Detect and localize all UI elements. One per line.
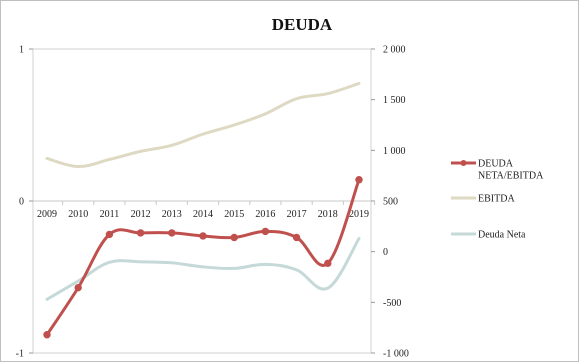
- right-axis-tick-label: 0: [383, 247, 388, 258]
- right-axis-tick-label: -500: [383, 298, 401, 309]
- legend-label-deuda-neta: Deuda Neta: [478, 230, 526, 241]
- category-axis-label: 2009: [37, 209, 57, 220]
- data-point-deuda-neta-ebitda: [74, 283, 82, 292]
- category-axis-label: 2019: [349, 209, 369, 220]
- right-axis-tick-label: 1 000: [383, 146, 406, 157]
- data-point-deuda-neta-ebitda: [355, 176, 363, 184]
- left-axis-tick-label: 0: [19, 197, 24, 208]
- category-axis-label: 2018: [318, 209, 338, 220]
- left-axis-tick-label: -1: [16, 349, 24, 360]
- legend-label-ebitda: EBITDA: [478, 194, 515, 205]
- data-point-deuda-neta-ebitda: [43, 331, 51, 339]
- data-point-deuda-neta-ebitda: [168, 229, 176, 237]
- series-line-ebitda: [45, 81, 361, 169]
- data-point-deuda-neta-ebitda: [292, 233, 301, 242]
- category-axis-label: 2017: [287, 209, 307, 220]
- data-point-deuda-neta-ebitda: [324, 259, 332, 268]
- category-axis-label: 2012: [131, 209, 151, 220]
- legend-label-deuda-neta-ebitda: NETA/EBITDA: [478, 171, 544, 182]
- data-point-deuda-neta-ebitda: [199, 232, 207, 240]
- category-axis-label: 2013: [162, 209, 182, 220]
- legend-label-deuda-neta-ebitda: DEUDA: [478, 159, 514, 170]
- data-point-deuda-neta-ebitda: [105, 230, 114, 239]
- category-axis-label: 2015: [224, 209, 244, 220]
- right-axis-tick-label: 500: [383, 197, 398, 208]
- data-point-deuda-neta-ebitda: [230, 233, 238, 242]
- left-axis-tick-label: 1: [19, 45, 24, 56]
- data-point-deuda-neta-ebitda: [261, 227, 270, 236]
- category-axis-label: 2011: [100, 209, 120, 220]
- legend-marker-deuda-neta-ebitda: [460, 160, 467, 166]
- category-axis-label: 2014: [193, 209, 213, 220]
- chart-title: DEUDA: [272, 15, 333, 34]
- right-axis-tick-label: 2 000: [383, 45, 406, 56]
- right-axis-tick-label: -1 000: [383, 349, 409, 360]
- series-line-deuda-neta: [45, 236, 361, 301]
- data-point-deuda-neta-ebitda: [136, 229, 145, 237]
- category-axis-label: 2016: [255, 209, 275, 220]
- right-axis-tick-label: 1 500: [383, 95, 406, 106]
- category-axis-label: 2010: [68, 209, 88, 220]
